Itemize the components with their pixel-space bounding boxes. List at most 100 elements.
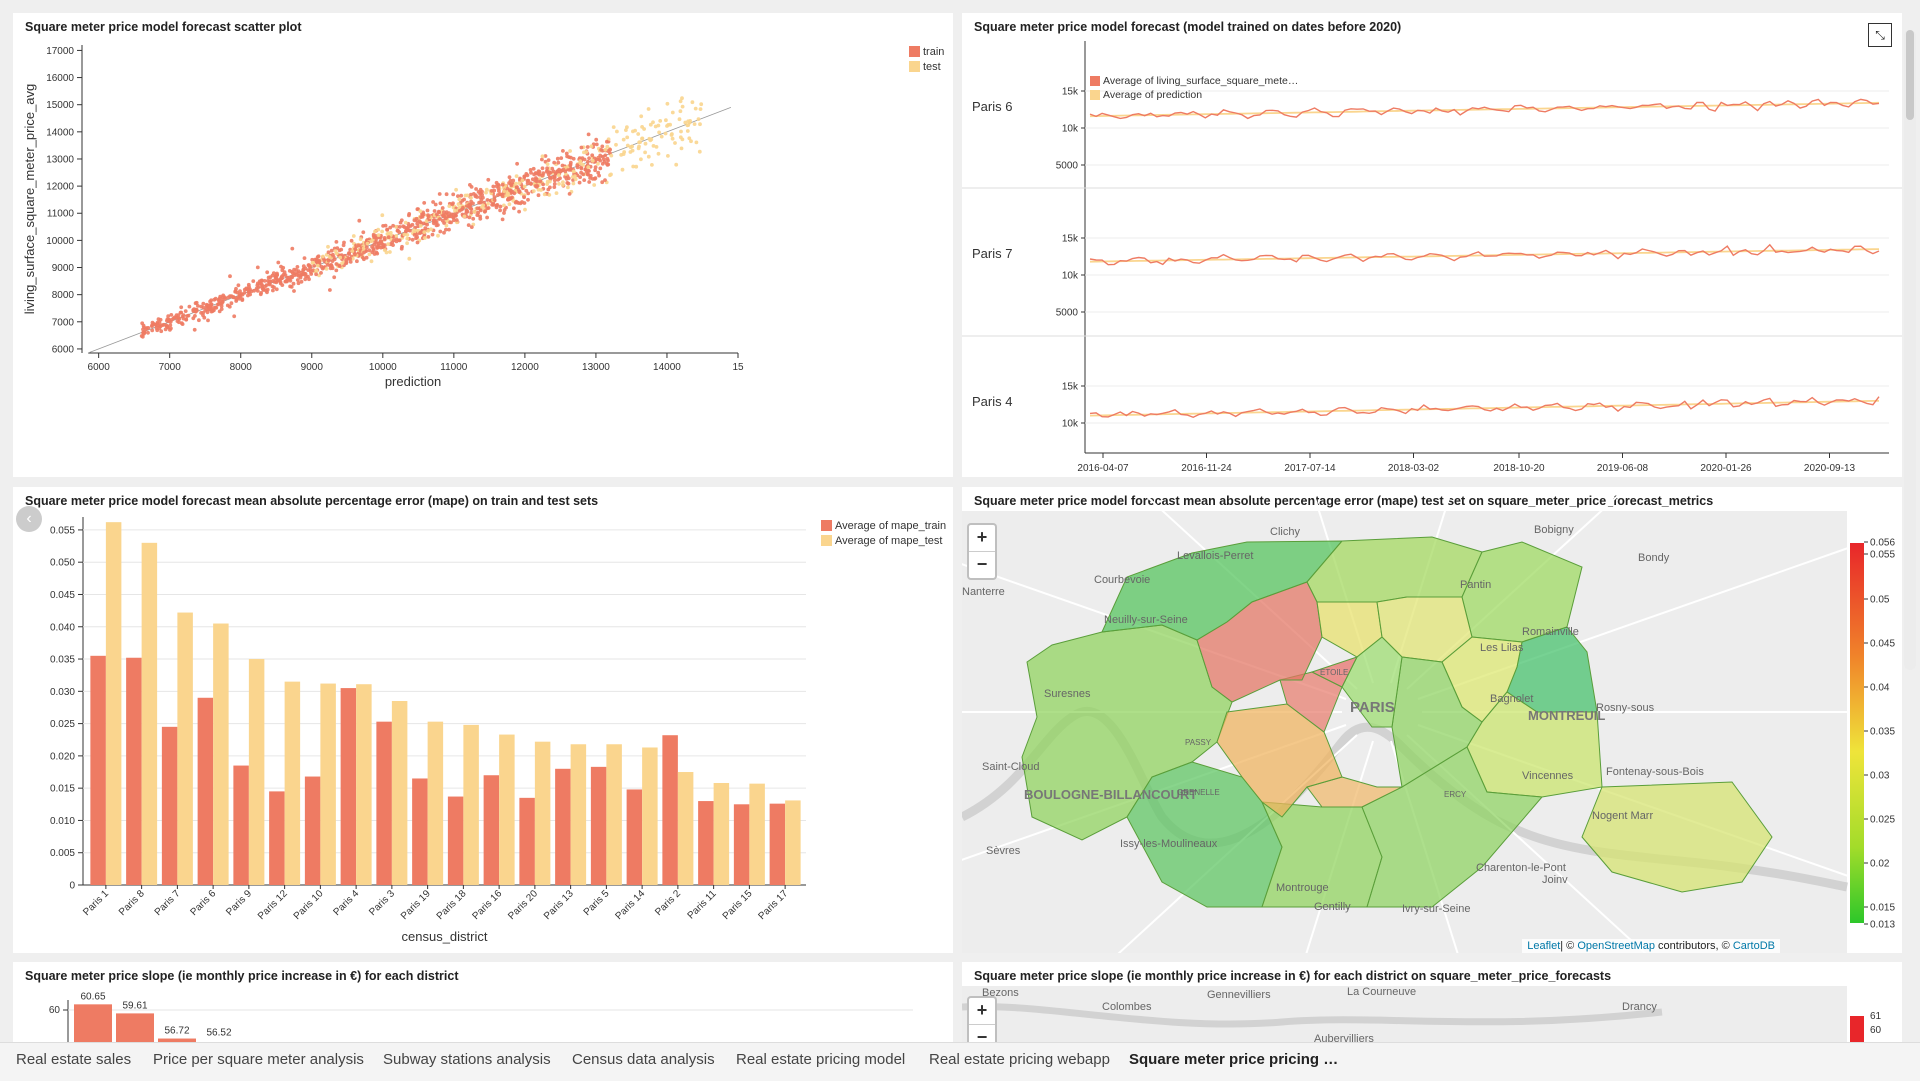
bar-x-tick-label: Paris 9 (224, 888, 254, 918)
scatter-point-test (648, 122, 653, 127)
scatter-point-train (202, 315, 207, 320)
scatter-point-train (244, 287, 249, 292)
scatter-point-train (478, 190, 483, 195)
scatter-point-test (456, 202, 461, 207)
scatter-point-train (291, 271, 295, 275)
scatter-point-test (614, 142, 618, 147)
dashboard-tab-bar: Real estate sales Price per square meter… (0, 1042, 1920, 1081)
tab-price-per-square-meter[interactable]: Price per square meter analysis (153, 1051, 364, 1068)
tab-real-estate-pricing-model[interactable]: Real estate pricing model (736, 1051, 906, 1068)
scatter-point-test (571, 169, 576, 174)
scatter-point-train (600, 144, 605, 149)
scatter-point-train (385, 228, 390, 232)
slope-colorbar-tick-label: 60 (1870, 1025, 1882, 1036)
tab-real-estate-sales[interactable]: Real estate sales (16, 1051, 132, 1068)
scatter-point-test (628, 150, 633, 154)
map-place-label: Vincennes (1522, 770, 1574, 782)
scrollbar-thumb[interactable] (1906, 30, 1914, 120)
map-place-label: ERCY (1444, 790, 1467, 799)
scatter-point-test (609, 153, 614, 158)
osm-link[interactable]: OpenStreetMap (1577, 940, 1655, 952)
scatter-point-test (376, 233, 381, 238)
scatter-point-train (444, 192, 449, 197)
tab-subway-stations[interactable]: Subway stations analysis (383, 1051, 551, 1068)
scatter-point-test (315, 263, 320, 268)
bar-test (785, 800, 801, 885)
ts-y-tick-label: 10k (1062, 124, 1079, 135)
scatter-point-train (564, 177, 569, 181)
scatter-point-train (524, 188, 529, 193)
scatter-point-train (180, 322, 185, 326)
scatter-point-test (637, 144, 641, 149)
tab-real-estate-pricing-webapp[interactable]: Real estate pricing webapp (929, 1051, 1110, 1068)
scatter-point-train (498, 204, 503, 209)
legend-item-train[interactable]: train (909, 45, 944, 60)
scatter-point-train (211, 306, 216, 310)
slope-zoom-in-button[interactable]: + (976, 1000, 988, 1020)
scatter-point-train (196, 304, 200, 308)
scatter-point-train (526, 197, 530, 202)
leaflet-link[interactable]: Leaflet (1527, 940, 1561, 952)
scatter-point-test (454, 187, 458, 192)
scatter-point-train (556, 160, 561, 165)
mape-bar-chart[interactable]: 0 0.005 0.010 0.015 0.020 0.025 0.030 0.035 0.04… (13, 487, 953, 953)
slope-bar-chart[interactable]: 60 60.65 59.61 56.72 56.52 (13, 962, 953, 1042)
legend-item-prediction[interactable]: Average of prediction (1090, 88, 1298, 102)
scatter-point-train (430, 232, 435, 237)
scatter-point-train (271, 271, 276, 276)
bar-x-tick-label: Paris 19 (399, 888, 433, 922)
scatter-point-train (344, 258, 348, 262)
legend-item-mape-test[interactable]: Average of mape_test (821, 534, 946, 549)
slope-map-place-label: Colombes (1102, 1001, 1152, 1013)
legend-item-actual[interactable]: Average of living_surface_square_mete… (1090, 74, 1298, 88)
bar-test (284, 681, 301, 885)
bar-test (427, 721, 444, 885)
scatter-point-test (327, 255, 332, 259)
zoom-out-button[interactable]: − (969, 551, 995, 578)
scatter-point-train (329, 248, 334, 253)
scatter-point-train (379, 239, 384, 244)
map-place-label: Ivry-sur-Seine (1402, 903, 1470, 915)
scatter-point-train (334, 240, 339, 244)
slope-value-label: 59.61 (122, 1000, 147, 1011)
zoom-in-button[interactable]: + (976, 527, 988, 547)
scatter-chart[interactable]: 6000 7000 8000 9000 10000 11000 12000 13000 1400… (13, 13, 953, 477)
scrollbar-track[interactable] (1904, 30, 1916, 670)
bar-y-tick-label: 0.025 (50, 719, 75, 730)
scatter-point-test (545, 162, 550, 167)
previous-button[interactable]: ‹ (16, 506, 42, 532)
scatter-point-test (557, 182, 561, 186)
slope-bar (116, 1013, 154, 1042)
map-place-label: PARIS (1350, 699, 1395, 716)
scatter-point-test (314, 268, 318, 273)
bar-train (662, 735, 678, 885)
scatter-point-train (575, 165, 580, 170)
scatter-point-train (476, 210, 480, 215)
scatter-point-test (631, 129, 635, 134)
slope-zoom-out-button[interactable]: − (969, 1024, 995, 1042)
scatter-point-train (251, 279, 256, 283)
tab-census-data[interactable]: Census data analysis (572, 1051, 715, 1068)
timeseries-chart[interactable]: Paris 6 15k 10k 5000 Paris 7 15k 10k 5000 Paris … (962, 13, 1902, 477)
tab-square-meter-price-pricing[interactable]: Square meter price pricing … (1129, 1051, 1339, 1068)
expand-button[interactable]: ⤡ (1868, 23, 1892, 47)
scatter-point-train (383, 223, 388, 228)
legend-item-mape-train[interactable]: Average of mape_train (821, 519, 946, 534)
scatter-point-train (422, 221, 426, 226)
scatter-point-train (569, 155, 573, 160)
scatter-point-train (370, 244, 374, 249)
scatter-point-train (426, 214, 431, 219)
cartodb-link[interactable]: CartoDB (1732, 940, 1775, 952)
slope-map-place-label: La Courneuve (1347, 986, 1416, 998)
scatter-point-train (146, 326, 151, 330)
choropleth-map[interactable]: Clichy Levallois-Perret Courbevoie Nanterre… (962, 487, 1902, 953)
x-axis-label: prediction (385, 374, 441, 389)
scatter-point-test (340, 261, 344, 266)
bar-train (233, 765, 249, 885)
scatter-point-train (394, 239, 399, 244)
legend-item-test[interactable]: test (909, 60, 944, 75)
scatter-point-train (307, 277, 311, 282)
scatter-point-train (310, 257, 315, 262)
scatter-point-train (547, 175, 552, 180)
